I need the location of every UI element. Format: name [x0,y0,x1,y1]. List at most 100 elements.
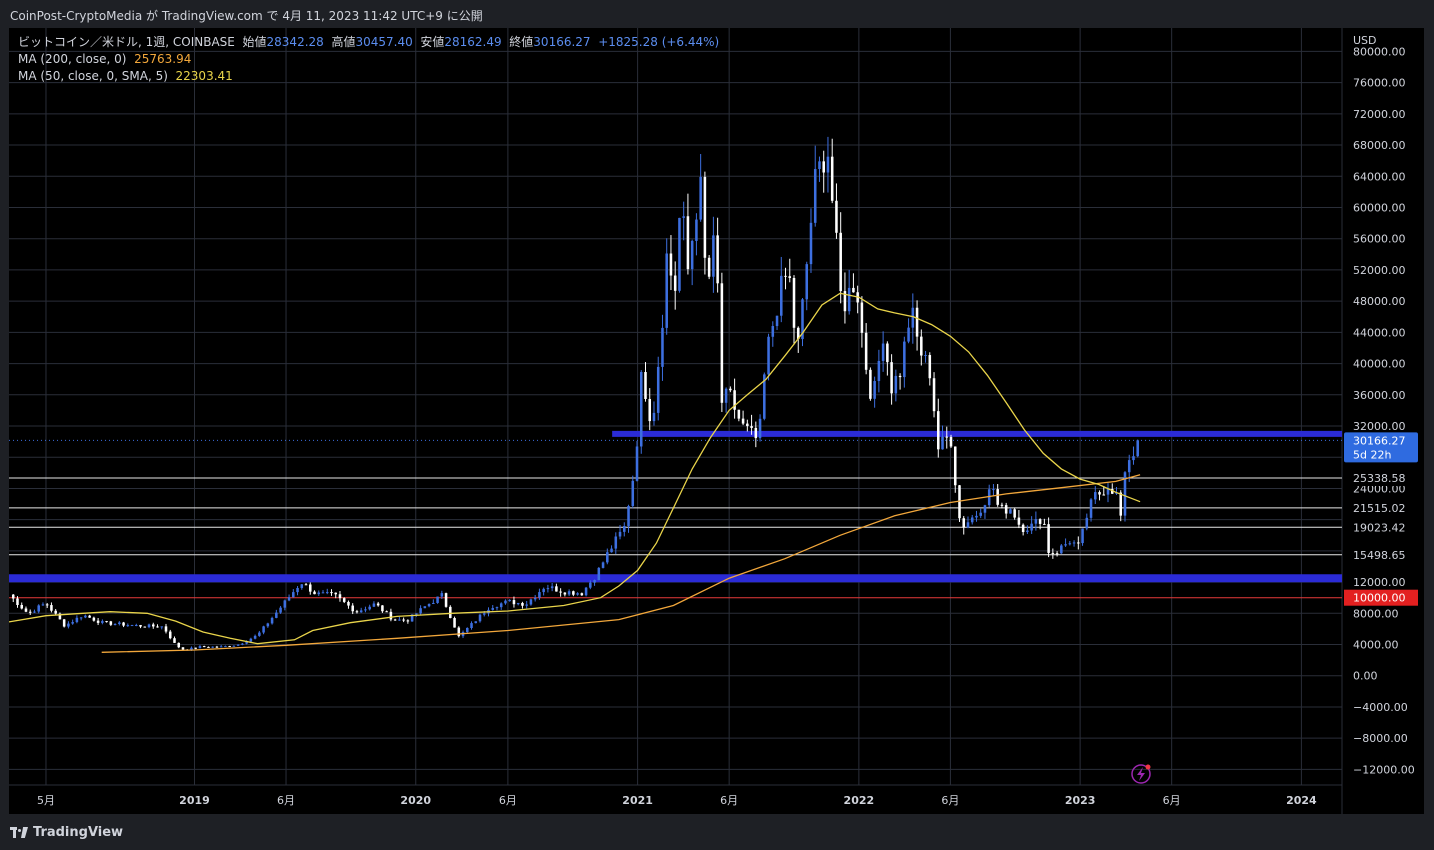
candle-body [975,515,978,518]
candle-body [949,436,953,447]
candle-body [567,591,571,595]
candle-body [1026,530,1029,533]
candle-body [79,617,83,619]
candle-body [907,327,910,342]
candle-body [215,646,219,648]
candle-body [1055,553,1059,555]
x-tick-label: 2024 [1286,794,1317,807]
candle-body [1089,499,1093,518]
candle-body [62,619,66,627]
candle-body [758,418,762,439]
candle-body [1072,542,1076,544]
legend-ma50-row[interactable]: MA (50, close, 0, SMA, 5) 22303.41 [18,68,719,85]
x-tick-label: 6月 [1163,794,1181,807]
level-label: 19023.42 [1353,521,1406,534]
last-price-label: 30166.27 [1353,434,1406,447]
lightning-icon[interactable] [1131,764,1151,784]
candle-body [275,612,278,618]
candle-body [449,606,452,619]
candle-body [224,646,227,648]
candle-body [788,276,792,278]
candle-body [143,626,147,628]
candle-body [292,592,295,598]
moving-averages [9,292,1141,653]
candle-body [236,644,240,646]
candle-body [729,388,732,391]
y-tick-label: −4000.00 [1353,701,1408,714]
candle-body [572,591,575,595]
candle-body [597,567,601,581]
level-label: 21515.02 [1353,502,1406,515]
candle-body [754,427,758,439]
candle-body [801,299,804,340]
candle-body [381,605,384,612]
y-tick-label: 36000.00 [1353,389,1406,402]
candle-body [970,517,974,523]
y-tick-label: 48000.00 [1353,295,1406,308]
y-tick-label: 56000.00 [1353,233,1406,246]
candle-body [436,596,439,603]
candle-body [1077,542,1080,544]
candle-body [317,592,321,595]
candle-body [1030,523,1033,531]
price-chart[interactable]: USD −12000.00 −8000.00 −4000.00 0.00 4000.00 8… [9,28,1424,814]
candle-body [703,176,707,258]
candle-body [911,307,915,328]
candle-body [419,608,422,614]
candle-body [181,647,185,650]
candle-body [385,611,388,613]
candle-body [321,592,325,594]
y-tick-label: 0.00 [1353,670,1378,683]
candle-body [979,512,982,516]
open-value: 28342.28 [266,35,324,49]
price-axis: USD −12000.00 −8000.00 −4000.00 0.00 4000.00 8… [1353,34,1415,776]
candle-body [84,615,87,618]
y-tick-label: 68000.00 [1353,139,1406,152]
candle-body [342,598,346,602]
ma50-value: 22303.41 [175,69,233,83]
candle-body [241,643,244,645]
candle-body [389,611,393,620]
candle-body [139,624,142,627]
candle-body [525,604,528,606]
y-tick-label: 76000.00 [1353,77,1406,90]
candle-body [822,161,825,173]
candle-body [427,603,431,607]
ma50-label: MA (50, close, 0, SMA, 5) [18,69,168,83]
ma200-line [101,474,1141,653]
candle-body [678,217,681,291]
candle-body [690,240,694,270]
candle-body [860,302,864,333]
candle-body [402,619,405,621]
candle-body [45,604,49,606]
y-tick-label: 4000.00 [1353,639,1399,652]
candle-body [843,291,847,312]
level-label-bg [1344,546,1418,563]
symbol-label[interactable]: ビットコイン／米ドル, 1週, COINBASE [18,35,235,49]
candles [11,136,1139,651]
x-tick-label: 2021 [622,794,653,807]
candle-body [1102,494,1106,496]
candle-body [966,522,970,528]
candle-body [627,505,630,527]
legend-ma200-row[interactable]: MA (200, close, 0) 25763.94 [18,51,719,68]
price-labels: 25338.58 21515.02 19023.42 15498.65 10000.00… [1344,432,1418,606]
y-tick-label: 12000.00 [1353,576,1406,589]
candle-body [712,235,715,277]
candle-body [491,608,495,610]
candle-body [780,275,783,316]
candle-body [304,584,308,586]
candle-body [270,617,274,624]
chart-frame[interactable]: USD −12000.00 −8000.00 −4000.00 0.00 4000.00 8… [9,28,1424,814]
tradingview-brand[interactable]: TradingView [10,825,123,840]
candle-body [1000,504,1004,506]
candle-body [559,591,562,593]
candle-body [695,219,698,241]
candle-body [656,366,660,413]
level-label-bg [1344,519,1418,536]
candle-body [898,375,902,378]
candle-body [262,626,265,633]
candle-body [508,600,511,602]
candle-body [1136,440,1139,457]
candle-body [992,489,995,491]
